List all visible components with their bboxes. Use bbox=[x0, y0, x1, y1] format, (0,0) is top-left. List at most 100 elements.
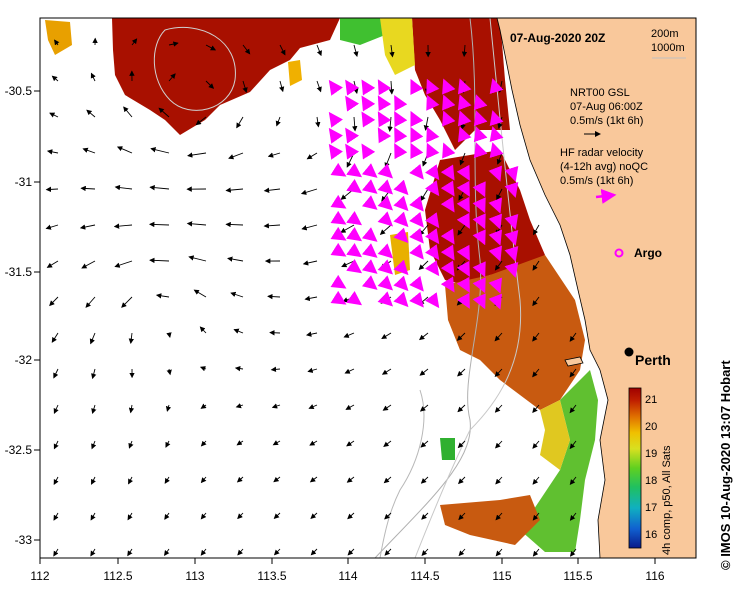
hf-radar-vector-arrow bbox=[330, 226, 347, 241]
current-vector-arrow bbox=[494, 404, 503, 413]
current-vector-arrow bbox=[236, 440, 244, 446]
hf-radar-vector-arrow bbox=[424, 260, 440, 277]
current-vector-arrow bbox=[423, 116, 430, 131]
x-tick-label: 114 bbox=[338, 569, 357, 583]
current-vector-arrow bbox=[168, 73, 176, 82]
hf-radar-vector-arrow bbox=[488, 165, 503, 182]
hf-radar-vector-arrow bbox=[424, 180, 440, 197]
hf-radar-vector-arrow bbox=[361, 111, 376, 128]
current-vector-arrow bbox=[127, 512, 133, 521]
current-vector-arrow bbox=[53, 548, 59, 557]
hf-radar-vector-arrow bbox=[393, 291, 409, 308]
current-vector-arrow bbox=[230, 291, 244, 298]
current-vector-arrow bbox=[85, 296, 96, 308]
current-vector-arrow bbox=[420, 476, 429, 484]
hf-radar-vector-arrow bbox=[473, 142, 488, 159]
colorbar-tick: 18 bbox=[645, 475, 657, 487]
colorbar-tick: 16 bbox=[645, 529, 657, 541]
hf-radar-vector-arrow bbox=[345, 127, 360, 144]
current-vector-arrow bbox=[494, 368, 503, 377]
hf-radar-vector-arrow bbox=[472, 261, 486, 278]
current-vector-arrow bbox=[53, 476, 59, 486]
current-vector-arrow bbox=[114, 184, 133, 191]
hf-radar-vector-arrow bbox=[393, 195, 409, 212]
hf-radar-vector-arrow bbox=[346, 258, 363, 274]
current-vector-arrow bbox=[457, 404, 466, 413]
current-vector-arrow bbox=[91, 476, 96, 485]
gsl-legend-time: 07-Aug 06:00Z bbox=[570, 101, 643, 113]
current-vector-arrow bbox=[301, 224, 318, 231]
current-vector-arrow bbox=[456, 332, 466, 341]
current-vector-arrow bbox=[45, 186, 59, 193]
current-vector-arrow bbox=[308, 404, 318, 410]
current-vector-arrow bbox=[347, 512, 355, 520]
hf-radar-vector-arrow bbox=[377, 291, 394, 307]
current-vector-arrow bbox=[353, 44, 359, 57]
hf-radar-vector-arrow bbox=[456, 292, 470, 309]
sst-orange-south-patch bbox=[440, 495, 540, 545]
current-vector-arrow bbox=[149, 257, 170, 264]
hf-radar-vector-arrow bbox=[361, 243, 378, 258]
current-vector-arrow bbox=[49, 296, 59, 307]
depth-legend-200m: 200m bbox=[651, 28, 679, 40]
hf-radar-vector-arrow bbox=[424, 244, 440, 261]
hf-radar-vector-arrow bbox=[345, 143, 360, 160]
current-vector-arrow bbox=[457, 440, 466, 449]
hf-radar-vector-arrow bbox=[409, 291, 424, 308]
current-vector-arrow bbox=[90, 512, 96, 521]
current-vector-arrow bbox=[89, 332, 96, 345]
hf-radar-vector-arrow bbox=[346, 242, 363, 258]
hf-radar-vector-arrow bbox=[457, 126, 472, 143]
hf-radar-vector-arrow bbox=[488, 229, 503, 246]
hf-radar-vector-arrow bbox=[426, 94, 440, 111]
current-vector-arrow bbox=[494, 260, 503, 271]
current-vector-arrow bbox=[495, 476, 503, 485]
current-vector-arrow bbox=[91, 404, 97, 415]
current-vector-arrow bbox=[421, 548, 429, 556]
hf-radar-vector-arrow bbox=[440, 164, 455, 181]
current-vector-arrow bbox=[272, 440, 281, 446]
current-vector-arrow bbox=[459, 152, 466, 166]
hf-radar-vector-arrow bbox=[472, 181, 486, 198]
imos-credit: © IMOS 10-Aug-2020 13:07 Hobart bbox=[718, 360, 733, 570]
sst-yellow-patch-north bbox=[380, 18, 415, 75]
x-axis: 112 112.5 113 113.5 114 114.5 115 115.5 … bbox=[30, 558, 665, 583]
current-vector-arrow bbox=[116, 146, 133, 154]
x-tick-label: 113 bbox=[185, 569, 204, 583]
depth-legend-1000m: 1000m bbox=[651, 42, 685, 54]
current-vector-arrow bbox=[383, 476, 392, 484]
current-vector-arrow bbox=[148, 221, 170, 228]
current-vector-arrow bbox=[420, 440, 429, 448]
colorbar-tick: 17 bbox=[645, 502, 657, 514]
sst-orange-patch-small bbox=[288, 60, 302, 86]
hf-radar-vector-arrow bbox=[472, 229, 486, 246]
gsl-legend-scale: 0.5m/s (1kt 6h) bbox=[570, 115, 643, 127]
current-vector-arrow bbox=[271, 403, 281, 409]
hf-radar-vector-arrow bbox=[394, 143, 408, 160]
hf-radar-vector-arrow bbox=[346, 162, 363, 178]
current-vector-arrow bbox=[82, 147, 96, 154]
current-vector-arrow bbox=[193, 289, 207, 298]
hf-radar-vector-arrow bbox=[361, 275, 378, 290]
hf-radar-vector-arrow bbox=[472, 293, 486, 310]
hf-legend-scale: 0.5m/s (1kt 6h) bbox=[560, 175, 633, 187]
current-vector-arrow bbox=[242, 44, 251, 55]
current-vector-arrow bbox=[166, 332, 172, 338]
hf-radar-vector-arrow bbox=[377, 195, 394, 211]
current-vector-arrow bbox=[304, 295, 318, 302]
hf-radar-vector-arrow bbox=[377, 243, 394, 259]
current-vector-arrow bbox=[199, 366, 207, 372]
current-vector-arrow bbox=[200, 548, 207, 556]
current-vector-arrow bbox=[236, 476, 244, 483]
current-vector-arrow bbox=[131, 38, 138, 46]
current-vector-arrow bbox=[205, 44, 217, 51]
current-vector-arrow bbox=[419, 404, 429, 412]
current-vector-arrow bbox=[495, 512, 503, 521]
hf-radar-vector-arrow bbox=[504, 213, 519, 230]
hf-radar-vector-arrow bbox=[393, 227, 409, 244]
hf-radar-vector-arrow bbox=[346, 290, 363, 306]
current-vector-arrow bbox=[384, 548, 392, 556]
hf-radar-vector-arrow bbox=[377, 111, 392, 128]
hf-radar-vector-arrow bbox=[457, 94, 472, 111]
